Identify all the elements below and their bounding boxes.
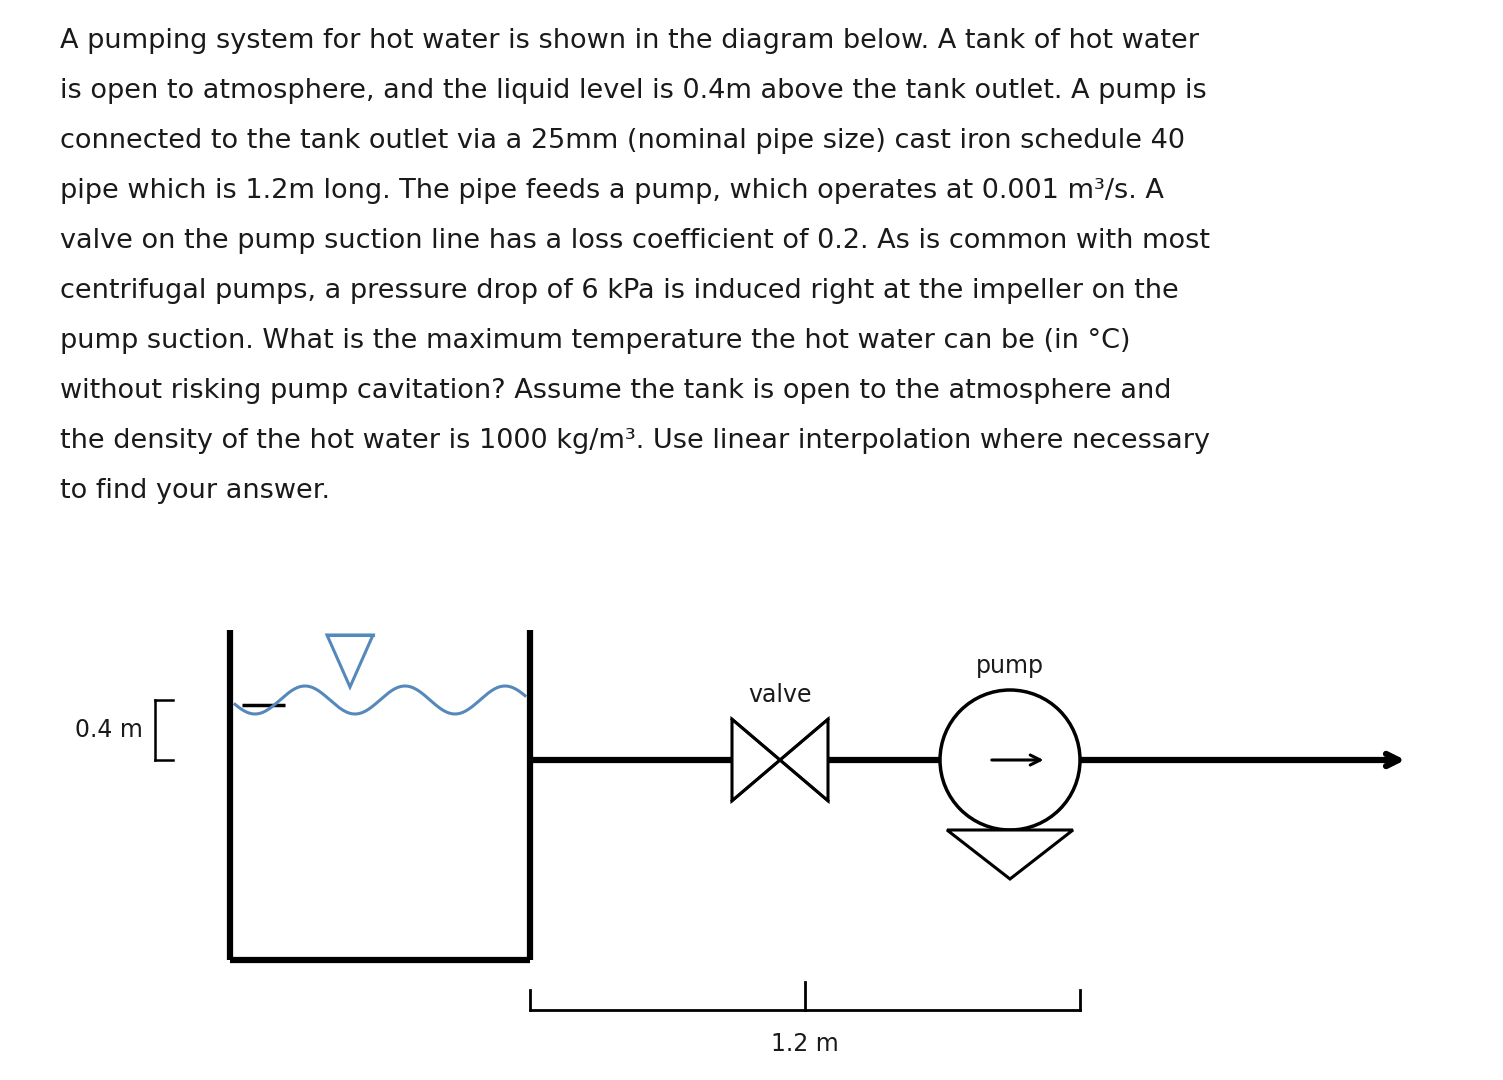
Text: pump suction. What is the maximum temperature the hot water can be (in °C): pump suction. What is the maximum temper… (60, 328, 1130, 354)
Text: connected to the tank outlet via a 25mm (nominal pipe size) cast iron schedule 4: connected to the tank outlet via a 25mm … (60, 129, 1184, 154)
Text: 0.4 m: 0.4 m (75, 718, 143, 742)
Text: valve on the pump suction line has a loss coefficient of 0.2. As is common with : valve on the pump suction line has a los… (60, 228, 1210, 254)
Text: centrifugal pumps, a pressure drop of 6 kPa is induced right at the impeller on : centrifugal pumps, a pressure drop of 6 … (60, 278, 1178, 303)
Polygon shape (732, 719, 780, 800)
Text: without risking pump cavitation? Assume the tank is open to the atmosphere and: without risking pump cavitation? Assume … (60, 378, 1171, 404)
Text: is open to atmosphere, and the liquid level is 0.4m above the tank outlet. A pum: is open to atmosphere, and the liquid le… (60, 78, 1207, 104)
Text: to find your answer.: to find your answer. (60, 478, 331, 504)
Text: pipe which is 1.2m long. The pipe feeds a pump, which operates at 0.001 m³/s. A: pipe which is 1.2m long. The pipe feeds … (60, 178, 1163, 204)
Text: pump: pump (975, 654, 1045, 678)
Polygon shape (947, 831, 1073, 879)
Text: A pumping system for hot water is shown in the diagram below. A tank of hot wate: A pumping system for hot water is shown … (60, 28, 1199, 54)
Polygon shape (780, 719, 828, 800)
Text: 1.2 m: 1.2 m (771, 1032, 839, 1056)
Text: the density of the hot water is 1000 kg/m³. Use linear interpolation where neces: the density of the hot water is 1000 kg/… (60, 428, 1210, 454)
Circle shape (939, 690, 1081, 831)
Text: valve: valve (748, 684, 812, 707)
